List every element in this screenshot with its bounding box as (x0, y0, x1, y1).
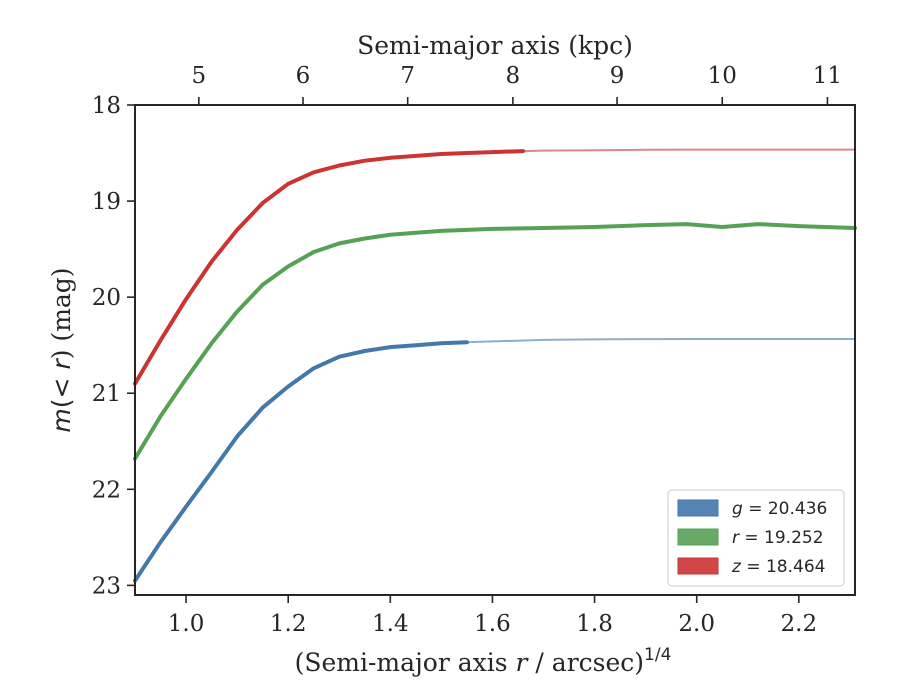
x-tick-label: 2.0 (678, 611, 715, 637)
legend-swatch-z (677, 557, 719, 575)
series-z-line (133, 149, 526, 386)
legend-swatch-r (677, 528, 719, 546)
legend-label-r: r = 19.252 (732, 528, 824, 548)
top-tick-label: 7 (400, 63, 415, 89)
top-tick-label: 6 (296, 63, 311, 89)
left-y-axis: 18 19 20 21 22 23 (92, 93, 135, 599)
top-tick-label: 10 (708, 63, 737, 89)
x-tick-label: 1.4 (372, 611, 409, 637)
top-x-axis: 5 6 7 8 9 10 11 (192, 63, 842, 105)
y-tick-label: 23 (92, 573, 121, 599)
top-tick-label: 9 (610, 63, 625, 89)
top-tick-label: 8 (506, 63, 521, 89)
top-tick-label: 11 (813, 63, 842, 89)
y-tick-label: 19 (92, 189, 121, 215)
y-tick-label: 22 (92, 477, 121, 503)
legend-label-g: g = 20.436 (732, 499, 827, 519)
bottom-x-axis: 1.0 1.2 1.4 1.6 1.8 2.0 2.2 (168, 595, 817, 637)
legend-swatch-g (677, 499, 719, 517)
x-tick-label: 1.2 (270, 611, 307, 637)
x-tick-label: 2.2 (781, 611, 818, 637)
y-tick-label: 18 (92, 93, 121, 119)
legend-label-z: z = 18.464 (731, 557, 825, 577)
legend: g = 20.436 r = 19.252 z = 18.464 (667, 489, 845, 587)
y-axis-title: m(< r) (mag) (47, 267, 76, 432)
top-axis-title: Semi-major axis (kpc) (357, 31, 633, 60)
x-tick-label: 1.0 (168, 611, 205, 637)
y-tick-label: 21 (92, 381, 121, 407)
x-tick-label: 1.8 (576, 611, 613, 637)
x-tick-label: 1.6 (474, 611, 511, 637)
series-g-extrapolated-line (466, 338, 855, 344)
x-axis-title: (Semi-major axis r / arcsec)1/4 (295, 645, 672, 677)
series-z-extrapolated-line (523, 148, 855, 153)
plot-frame (134, 104, 856, 596)
top-tick-label: 5 (192, 63, 207, 89)
data-curves (133, 148, 857, 583)
y-tick-label: 20 (92, 285, 121, 311)
series-r-line (133, 222, 857, 461)
series-g-line (133, 340, 469, 583)
